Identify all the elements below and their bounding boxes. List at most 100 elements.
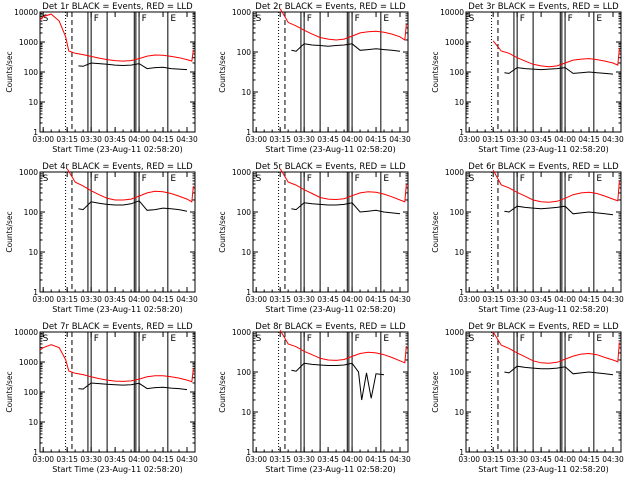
x-axis-label: Start Time (23-Aug-11 02:58:20)	[265, 305, 396, 314]
series-line-events	[504, 67, 614, 75]
annotation-label: F	[307, 334, 312, 344]
y-tick-label: 100	[237, 368, 252, 377]
y-tick-label: 10	[28, 418, 38, 427]
y-axis-label: Counts/sec	[5, 51, 14, 92]
plot-frame	[465, 11, 622, 133]
chart-title: Det 5r BLACK = Events, RED = LLD	[255, 162, 406, 172]
y-tick-label: 100	[237, 208, 252, 217]
annotation-label: E	[170, 334, 176, 344]
chart-title: Det 8r BLACK = Events, RED = LLD	[255, 322, 406, 332]
series-line-lld	[492, 170, 620, 203]
y-tick-label: 100	[237, 48, 252, 57]
annotation-label: S	[469, 334, 475, 344]
series-line-events	[78, 62, 188, 71]
chart-panel-1: Det 1r BLACK = Events, RED = LLD S F F E 1 10 1…	[5, 2, 198, 154]
annotation-label: E	[596, 334, 602, 344]
x-tick-label: 03:00	[458, 455, 480, 464]
annotation-label: E	[170, 14, 176, 24]
annotation-label: F	[355, 334, 360, 344]
x-tick-label: 04:15	[578, 135, 600, 144]
x-tick-label: 03:30	[80, 295, 102, 304]
y-tick-label: 100	[24, 68, 39, 77]
y-tick-label: 1000	[19, 168, 38, 177]
y-axis-label: Counts/sec	[218, 371, 227, 412]
y-tick-label: 1000	[19, 38, 38, 47]
x-tick-label: 04:00	[554, 295, 576, 304]
annotation-label: S	[256, 174, 262, 184]
y-tick-label: 10	[28, 248, 38, 257]
y-tick-label: 10000	[440, 8, 464, 17]
annotation-label: F	[520, 334, 525, 344]
x-tick-label: 03:45	[317, 135, 339, 144]
x-tick-label: 04:00	[554, 135, 576, 144]
chart-title: Det 9r BLACK = Events, RED = LLD	[468, 322, 619, 332]
y-tick-label: 10	[454, 408, 464, 417]
x-tick-label: 03:00	[458, 135, 480, 144]
x-tick-label: 03:30	[293, 135, 315, 144]
x-axis-label: Start Time (23-Aug-11 02:58:20)	[265, 465, 396, 474]
x-tick-label: 03:15	[269, 295, 291, 304]
chart-panel-4: Det 4r BLACK = Events, RED = LLD S F F E 1 10 1…	[5, 162, 198, 314]
y-tick-label: 1000	[232, 168, 251, 177]
plot-frame	[39, 171, 196, 293]
annotation-label: F	[520, 174, 525, 184]
y-axis-label: Counts/sec	[431, 211, 440, 252]
y-tick-label: 100	[24, 208, 39, 217]
y-tick-label: 10000	[14, 328, 38, 337]
chart-title: Det 1r BLACK = Events, RED = LLD	[42, 2, 193, 12]
x-tick-label: 03:00	[32, 455, 54, 464]
x-tick-label: 03:30	[506, 455, 528, 464]
annotation-label: E	[383, 174, 389, 184]
annotation-label: F	[94, 174, 99, 184]
x-tick-label: 04:30	[389, 455, 411, 464]
annotation-label: E	[383, 14, 389, 24]
x-tick-label: 04:30	[176, 295, 198, 304]
y-tick-label: 100	[450, 208, 465, 217]
x-tick-label: 03:30	[293, 295, 315, 304]
y-tick-label: 1000	[445, 38, 464, 47]
series-line-events	[504, 205, 614, 216]
y-tick-label: 1	[246, 288, 251, 297]
y-tick-label: 1	[246, 128, 251, 137]
annotation-label: F	[142, 174, 147, 184]
x-tick-label: 03:30	[80, 135, 102, 144]
annotation-label: S	[469, 14, 475, 24]
x-tick-label: 03:15	[482, 455, 504, 464]
x-tick-label: 04:30	[389, 135, 411, 144]
chart-title: Det 4r BLACK = Events, RED = LLD	[42, 162, 193, 172]
x-tick-label: 03:45	[104, 135, 126, 144]
x-tick-label: 03:30	[506, 295, 528, 304]
x-tick-label: 03:45	[317, 455, 339, 464]
x-tick-label: 03:00	[245, 295, 267, 304]
annotation-label: F	[520, 14, 525, 24]
x-tick-label: 03:15	[482, 135, 504, 144]
y-tick-label: 1	[246, 448, 251, 457]
x-tick-label: 03:45	[530, 295, 552, 304]
x-tick-label: 04:00	[341, 295, 363, 304]
y-axis-label: Counts/sec	[218, 51, 227, 92]
series-line-events	[291, 362, 385, 401]
y-tick-label: 1	[33, 128, 38, 137]
x-tick-label: 04:15	[365, 455, 387, 464]
y-tick-label: 100	[450, 368, 465, 377]
series-line-events	[78, 200, 188, 212]
plot-frame	[465, 331, 622, 453]
chart-panel-6: Det 6r BLACK = Events, RED = LLD S F F E 1 10 1…	[431, 162, 624, 314]
x-tick-label: 04:00	[128, 455, 150, 464]
annotation-label: F	[307, 174, 312, 184]
y-tick-label: 10000	[14, 8, 38, 17]
x-tick-label: 03:00	[458, 295, 480, 304]
y-tick-label: 1000	[232, 8, 251, 17]
y-tick-label: 10	[241, 248, 251, 257]
x-tick-label: 04:15	[578, 295, 600, 304]
series-line-events	[504, 365, 614, 376]
x-tick-label: 03:45	[530, 135, 552, 144]
series-line-events	[291, 202, 401, 215]
y-tick-label: 10	[241, 88, 251, 97]
x-axis-label: Start Time (23-Aug-11 02:58:20)	[478, 305, 609, 314]
y-tick-label: 10	[241, 408, 251, 417]
x-tick-label: 03:30	[293, 455, 315, 464]
x-tick-label: 03:30	[506, 135, 528, 144]
chart-title: Det 3r BLACK = Events, RED = LLD	[468, 2, 619, 12]
x-tick-label: 03:00	[245, 455, 267, 464]
